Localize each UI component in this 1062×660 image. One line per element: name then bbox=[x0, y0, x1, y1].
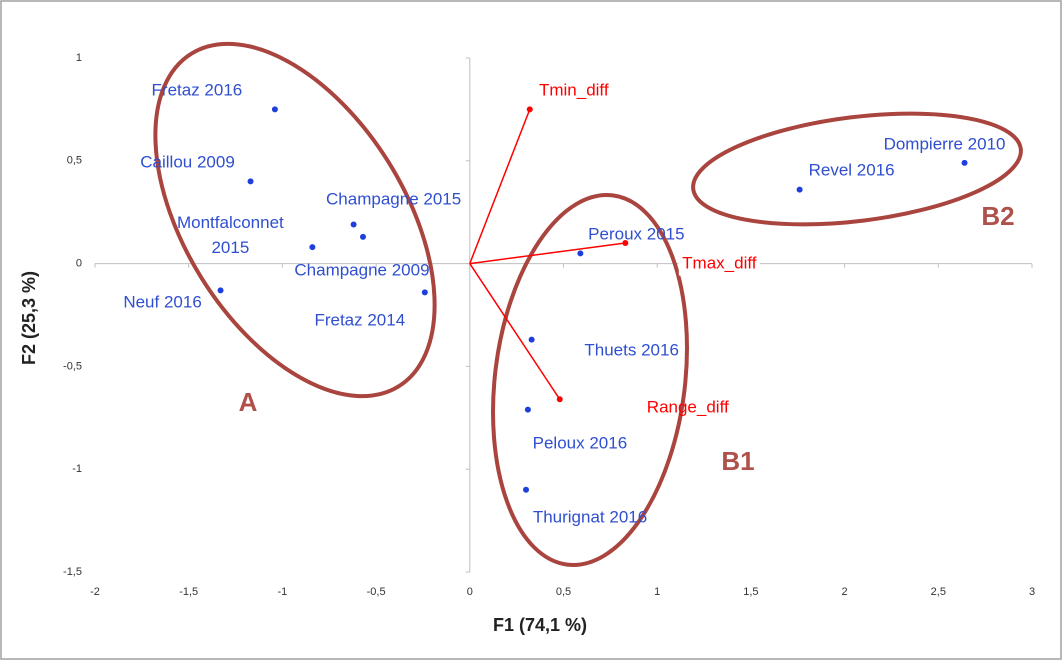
point-label: Revel 2016 bbox=[808, 160, 895, 180]
point bbox=[524, 406, 531, 413]
point-label: Tmax_diff bbox=[679, 250, 760, 276]
point-label: Champagne 2015 bbox=[326, 189, 462, 209]
point-label: Range_diff bbox=[646, 397, 729, 417]
y-tick-label: 0,5 bbox=[67, 155, 82, 167]
point-label: Fretaz 2016 bbox=[151, 80, 243, 100]
group-ellipse bbox=[153, 41, 437, 399]
point bbox=[523, 486, 530, 493]
point-label: Champagne 2009 bbox=[294, 260, 430, 280]
point bbox=[796, 186, 803, 193]
group-label: B1 bbox=[721, 446, 754, 476]
vector bbox=[469, 242, 626, 265]
point bbox=[577, 250, 584, 257]
y-tick-label: -1 bbox=[72, 463, 82, 475]
point-label: Thurignat 2016 bbox=[532, 507, 648, 527]
x-tick-label: 0 bbox=[467, 586, 473, 598]
x-tick-label: 1 bbox=[654, 586, 660, 598]
point bbox=[350, 221, 357, 228]
point bbox=[309, 244, 316, 251]
y-axis-title: F2 (25,3 %) bbox=[19, 271, 39, 365]
point-label: Peloux 2016 bbox=[532, 433, 628, 453]
x-tick-label: 2 bbox=[842, 586, 848, 598]
x-tick-label: 2,5 bbox=[931, 586, 946, 598]
y-tick-label: 1 bbox=[76, 52, 82, 64]
y-tick-label: -1,5 bbox=[63, 566, 82, 578]
point-label: Peroux 2015 bbox=[588, 224, 685, 244]
x-tick-label: -2 bbox=[90, 586, 100, 598]
point-label: Dompierre 2010 bbox=[883, 134, 1006, 154]
x-tick-label: -1,5 bbox=[179, 586, 198, 598]
point bbox=[271, 106, 278, 113]
x-tick-label: 3 bbox=[1029, 586, 1035, 598]
point bbox=[622, 240, 629, 247]
point bbox=[359, 233, 366, 240]
point-label: Tmin_diff bbox=[538, 80, 609, 100]
x-tick-label: 0,5 bbox=[556, 586, 571, 598]
y-tick-label: 0 bbox=[76, 258, 82, 270]
group-ellipse bbox=[691, 111, 1023, 227]
point bbox=[421, 289, 428, 296]
group-label: A bbox=[239, 387, 258, 417]
vector bbox=[469, 109, 531, 264]
point bbox=[217, 287, 224, 294]
point-label: Caillou 2009 bbox=[140, 152, 235, 172]
y-tick-label: -0,5 bbox=[63, 360, 82, 372]
group-label: B2 bbox=[981, 201, 1014, 231]
point bbox=[528, 336, 535, 343]
vector bbox=[469, 263, 561, 400]
point-label: Neuf 2016 bbox=[123, 292, 202, 312]
point bbox=[526, 106, 533, 113]
x-tick-label: -0,5 bbox=[367, 586, 386, 598]
point-label: Fretaz 2014 bbox=[314, 310, 406, 330]
point bbox=[247, 178, 254, 185]
point-label: Thuets 2016 bbox=[584, 340, 679, 360]
group-ellipse bbox=[491, 193, 689, 567]
x-tick-label: 1,5 bbox=[743, 586, 758, 598]
point bbox=[961, 159, 968, 166]
point bbox=[556, 396, 563, 403]
x-tick-label: -1 bbox=[278, 586, 288, 598]
point-label: Montfalconnet 2015 bbox=[176, 213, 284, 258]
x-axis-title: F1 (74,1 %) bbox=[493, 615, 587, 635]
